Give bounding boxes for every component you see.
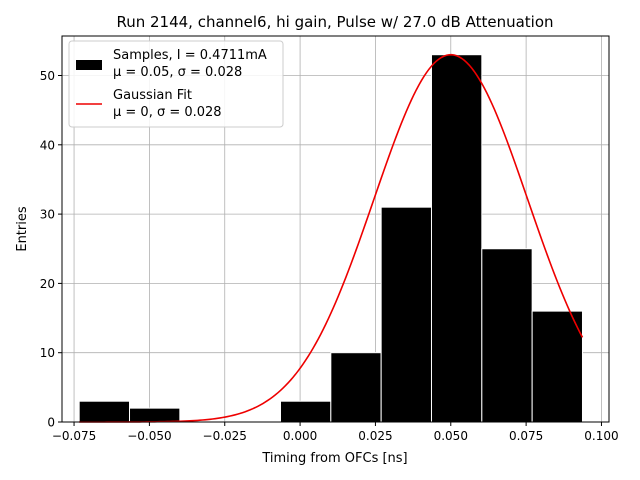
legend: Samples, I = 0.4711mA μ = 0.05, σ = 0.02…	[69, 41, 283, 127]
histogram-bar	[431, 55, 481, 422]
y-tick-label: 40	[40, 138, 55, 152]
y-tick-label: 50	[40, 69, 55, 83]
legend-label-gaussian-fit: Gaussian Fit	[113, 88, 192, 103]
legend-label-gaussian-fit-stats: μ = 0, σ = 0.028	[113, 105, 222, 120]
y-tick-label: 20	[40, 277, 55, 291]
y-tick-label: 30	[40, 208, 55, 222]
y-axis-label: Entries	[15, 206, 30, 252]
x-tick-label: −0.050	[127, 429, 171, 443]
chart-title: Run 2144, channel6, hi gain, Pulse w/ 27…	[116, 13, 553, 31]
legend-swatch-samples	[76, 60, 102, 70]
x-tick-label: 0.025	[358, 429, 392, 443]
legend-label-samples-stats: μ = 0.05, σ = 0.028	[113, 65, 242, 80]
histogram-bar	[532, 311, 582, 422]
x-tick-label: −0.025	[203, 429, 247, 443]
histogram-bar	[280, 401, 330, 422]
histogram-bar	[79, 401, 129, 422]
histogram-bar	[130, 408, 180, 422]
y-tick-label: 10	[40, 346, 55, 360]
x-tick-label: 0.050	[434, 429, 468, 443]
x-tick-label: 0.100	[584, 429, 618, 443]
x-tick-label: 0.075	[509, 429, 543, 443]
histogram-bar	[482, 249, 532, 422]
y-axis-ticks: 0 10 20 30 40 50	[40, 69, 62, 429]
x-tick-label: 0.000	[283, 429, 317, 443]
x-axis-label: Timing from OFCs [ns]	[261, 451, 407, 466]
histogram-bar	[381, 207, 431, 422]
legend-label-samples: Samples, I = 0.4711mA	[113, 48, 267, 63]
histogram-bar	[331, 353, 381, 422]
x-axis-ticks: −0.075 −0.050 −0.025 0.000 0.025 0.050 0.075 0.…	[52, 422, 619, 443]
y-tick-label: 0	[47, 416, 55, 430]
x-tick-label: −0.075	[52, 429, 96, 443]
